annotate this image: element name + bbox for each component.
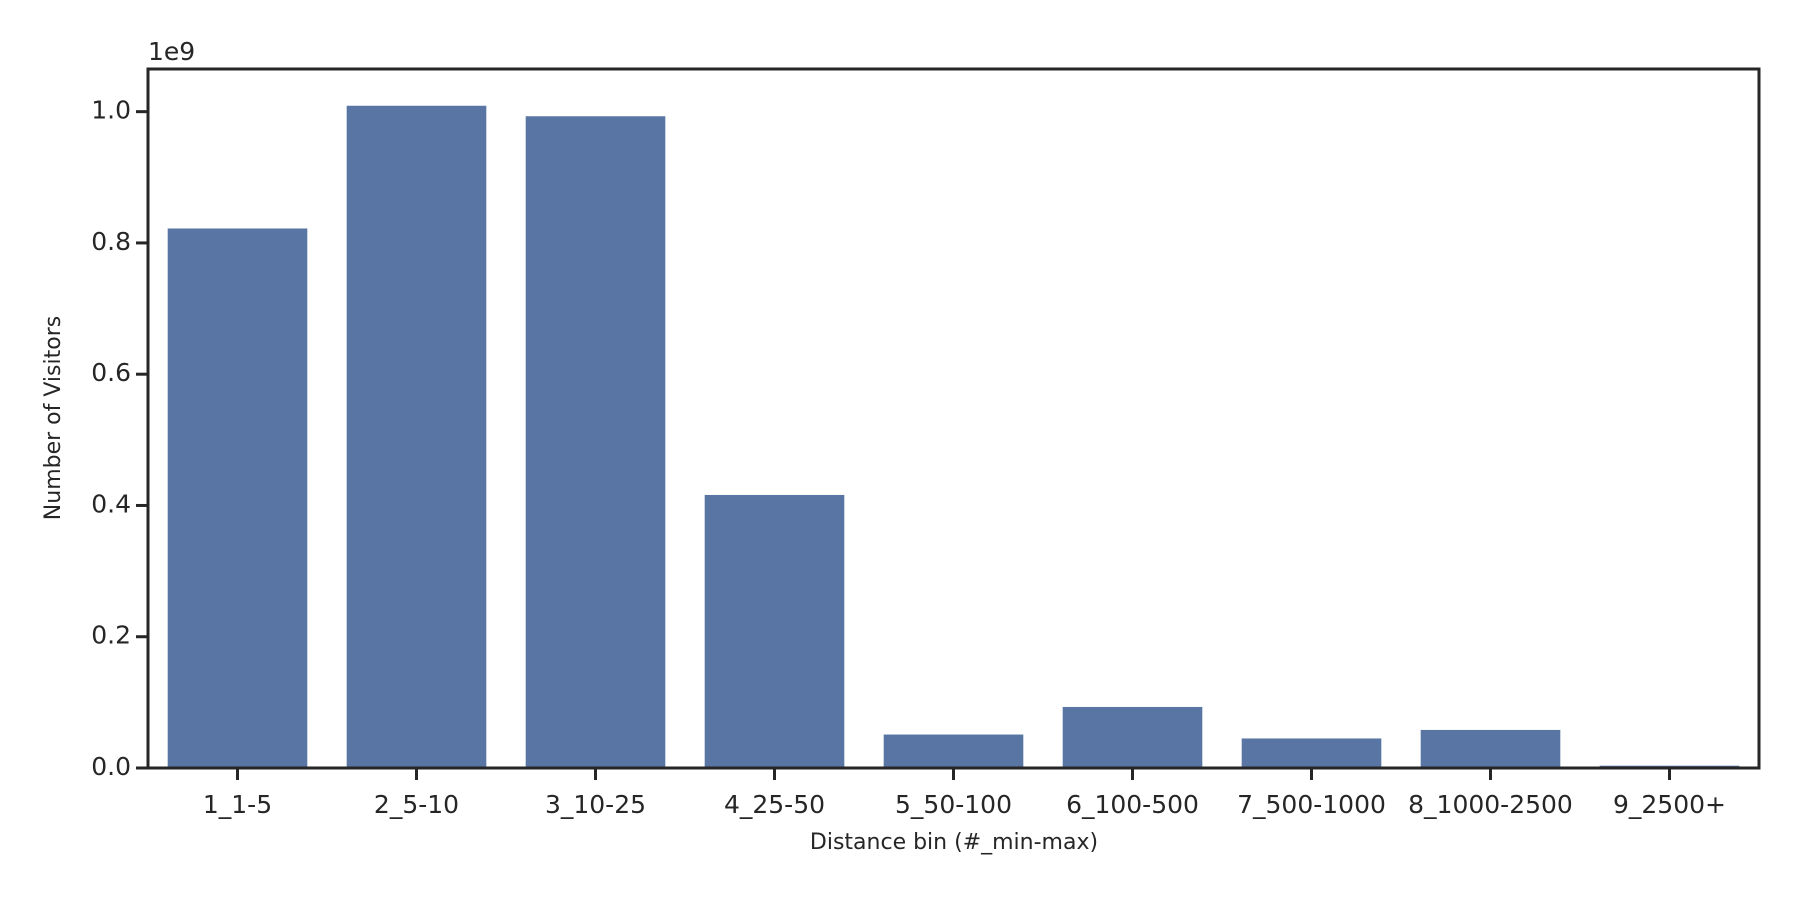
x-tick-label: 8_1000-2500 bbox=[1408, 790, 1573, 819]
x-tick-label: 7_500-1000 bbox=[1237, 790, 1386, 819]
bar bbox=[346, 105, 487, 768]
y-axis-label: Number of Visitors bbox=[41, 316, 66, 520]
y-tick-label: 0.0 bbox=[91, 752, 131, 781]
bar bbox=[883, 734, 1024, 768]
y-tick-label: 0.6 bbox=[91, 358, 131, 387]
x-tick-label: 6_100-500 bbox=[1066, 790, 1199, 819]
x-axis-label: Distance bin (#_min-max) bbox=[810, 830, 1098, 855]
x-tick-label: 2_5-10 bbox=[374, 790, 459, 819]
x-tick-label: 9_2500+ bbox=[1613, 790, 1726, 819]
y-tick-label: 1.0 bbox=[91, 96, 131, 125]
bar bbox=[1241, 738, 1382, 768]
x-tick-label: 4_25-50 bbox=[724, 790, 825, 819]
bar bbox=[167, 228, 308, 769]
bar bbox=[1062, 706, 1203, 768]
x-tick-label: 3_10-25 bbox=[545, 790, 646, 819]
bar bbox=[704, 494, 845, 768]
y-tick-label: 0.2 bbox=[91, 621, 131, 650]
plot-frame bbox=[146, 67, 1761, 770]
y-offset-label: 1e9 bbox=[148, 37, 195, 66]
bar bbox=[1420, 729, 1561, 768]
bar bbox=[525, 116, 666, 768]
x-tick-label: 5_50-100 bbox=[895, 790, 1012, 819]
y-tick-label: 0.4 bbox=[91, 489, 131, 518]
y-tick-label: 0.8 bbox=[91, 227, 131, 256]
x-tick-label: 1_1-5 bbox=[203, 790, 272, 819]
